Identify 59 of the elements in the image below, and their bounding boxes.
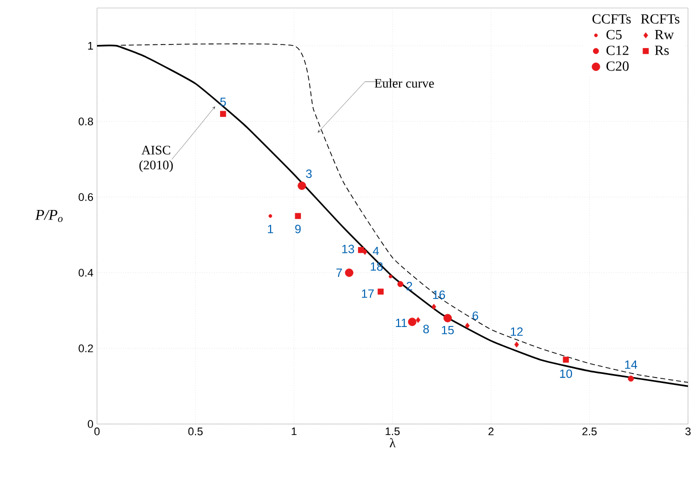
y-tick-label: 0 bbox=[88, 420, 94, 428]
legend-label: Rs bbox=[654, 46, 669, 56]
point bbox=[358, 247, 364, 254]
point bbox=[378, 288, 384, 295]
annotation: 12 bbox=[510, 327, 523, 336]
point bbox=[397, 281, 404, 288]
legend-label: C20 bbox=[606, 61, 629, 71]
y-tick-label: 0.4 bbox=[78, 268, 94, 277]
annotation: 17 bbox=[362, 290, 374, 298]
point bbox=[432, 304, 436, 310]
legend-label: C12 bbox=[606, 46, 628, 56]
y-tick-label: 0.2 bbox=[78, 344, 93, 352]
x-tick-label: 0.5 bbox=[188, 428, 203, 436]
annotation: 6 bbox=[472, 311, 478, 320]
point bbox=[294, 213, 301, 219]
point bbox=[416, 317, 420, 323]
point bbox=[298, 182, 306, 190]
x-tick-label: 1.5 bbox=[386, 428, 400, 436]
legend-label: Rw bbox=[654, 30, 674, 40]
x-tick-label: 0 bbox=[94, 428, 100, 436]
point bbox=[562, 356, 569, 363]
annotation: 4 bbox=[372, 246, 379, 256]
point bbox=[443, 314, 452, 322]
y-tick-label: 1 bbox=[88, 42, 93, 50]
annotation: 10 bbox=[560, 369, 572, 378]
x-axis-title: λ bbox=[390, 438, 396, 448]
annotation: 9 bbox=[295, 224, 301, 234]
annotation: 15 bbox=[442, 326, 454, 334]
point bbox=[344, 268, 354, 277]
annotation: 8 bbox=[423, 324, 429, 334]
point bbox=[408, 318, 416, 326]
point bbox=[268, 214, 272, 218]
annotation: 18 bbox=[370, 262, 383, 271]
x-tick-label: 1 bbox=[292, 428, 297, 436]
annotation: 16 bbox=[433, 290, 445, 299]
annotation: RCFTs bbox=[640, 14, 680, 24]
point bbox=[628, 376, 634, 382]
x-tick-label: 2.5 bbox=[582, 428, 597, 436]
point bbox=[465, 322, 470, 329]
y-tick-label: 0.8 bbox=[78, 118, 93, 126]
annotation: 13 bbox=[342, 244, 354, 254]
point bbox=[514, 342, 519, 348]
annotation: 14 bbox=[625, 360, 638, 369]
x-tick-label: 3 bbox=[685, 428, 691, 436]
annotation: 3 bbox=[306, 170, 312, 178]
annotation: Euler curve bbox=[374, 78, 434, 88]
annotation: 7 bbox=[336, 268, 342, 277]
y-tick-label: 0.6 bbox=[78, 193, 93, 201]
legend-label: C5 bbox=[606, 30, 622, 40]
annotation: 11 bbox=[396, 318, 407, 327]
point bbox=[388, 274, 392, 278]
y-axis-title: P/P$_{o}$ bbox=[35, 210, 63, 222]
annotation: AISC (2010) bbox=[139, 146, 173, 172]
annotation: 5 bbox=[220, 98, 226, 106]
annotation: 1 bbox=[268, 224, 274, 234]
x-tick-label: 2 bbox=[488, 428, 494, 436]
annotation: 2 bbox=[406, 282, 412, 290]
annotation: CCFTs bbox=[592, 14, 631, 24]
point bbox=[220, 110, 226, 117]
